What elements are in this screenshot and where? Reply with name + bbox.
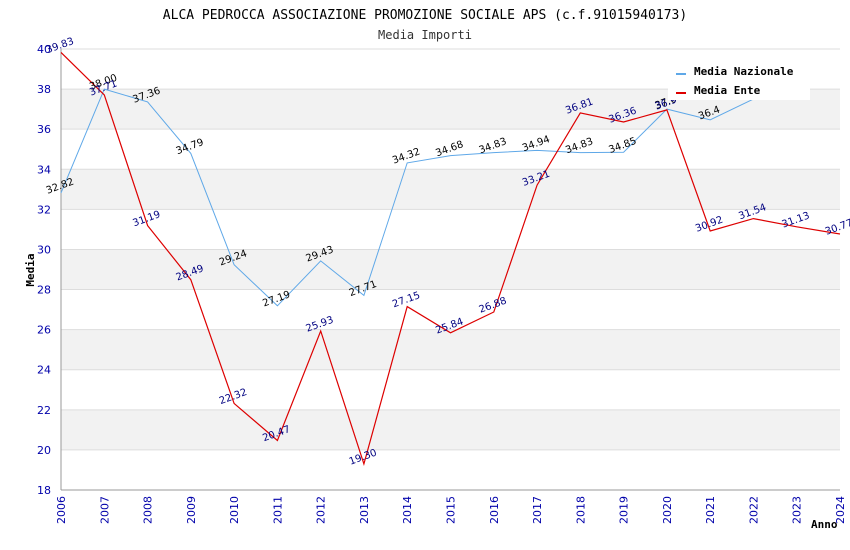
data-label: 34.83 (564, 136, 595, 156)
x-tick-label: 2009 (185, 496, 198, 524)
x-tick-label: 2010 (228, 496, 241, 524)
data-label: 27.15 (391, 290, 422, 310)
x-tick-label: 2016 (488, 496, 501, 524)
y-axis-label: Media (24, 253, 37, 286)
data-label: 34.32 (391, 146, 422, 166)
data-label: 34.83 (478, 136, 509, 156)
series-group (60, 51, 841, 466)
x-tick-label: 2015 (445, 496, 458, 524)
y-tick-label: 40 (37, 43, 51, 56)
y-axis-ticks: 18 20 22 24 26 28 30 32 34 36 38 40 (37, 43, 51, 497)
y-tick-label: 34 (37, 163, 51, 176)
x-tick-label: 2008 (142, 496, 155, 524)
grid-band (61, 249, 840, 290)
x-tick-label: 2006 (55, 496, 68, 524)
grid-band (61, 169, 840, 210)
x-tick-label: 2013 (358, 496, 371, 524)
legend-entry-label: Media Ente (694, 84, 761, 97)
y-tick-label: 30 (37, 243, 51, 256)
chart-subtitle: Media Importi (378, 28, 472, 42)
x-tick-label: 2017 (531, 496, 544, 524)
data-label: 34.85 (607, 136, 638, 156)
data-label: 31.19 (131, 209, 162, 229)
x-tick-label: 2022 (747, 496, 760, 524)
legend-box (668, 60, 810, 100)
x-tick-label: 2012 (315, 496, 328, 524)
x-axis-ticks: 2006 2007 2008 2009 2010 2011 2012 2013 2014 2015… (55, 496, 847, 524)
legend-entry-label: Media Nazionale (694, 65, 794, 78)
y-tick-label: 20 (37, 444, 51, 457)
data-label: 22.32 (218, 387, 249, 407)
x-tick-label: 2024 (834, 496, 847, 524)
x-tick-label: 2014 (401, 496, 414, 524)
data-label: 39.83 (45, 36, 76, 56)
data-label: 30.92 (694, 215, 725, 235)
y-tick-label: 24 (37, 364, 51, 377)
x-tick-label: 2018 (574, 496, 587, 524)
x-tick-label: 2021 (704, 496, 717, 524)
y-tick-label: 26 (37, 324, 51, 337)
legend: Media Nazionale Media Ente (668, 60, 810, 100)
x-tick-label: 2023 (791, 496, 804, 524)
axes (60, 49, 840, 491)
gridlines (61, 48, 840, 491)
x-tick-label: 2020 (661, 496, 674, 524)
data-label: 19.30 (348, 448, 379, 468)
y-tick-label: 28 (37, 284, 51, 297)
data-label: 34.68 (434, 139, 465, 159)
x-tick-label: 2007 (98, 496, 111, 524)
series-line-media-ente (60, 51, 841, 466)
grid-band (61, 409, 840, 450)
series-line-media-nazionale (60, 88, 754, 307)
y-tick-label: 32 (37, 203, 51, 216)
x-axis-label: Anno (811, 518, 838, 531)
chart-title: ALCA PEDROCCA ASSOCIAZIONE PROMOZIONE SO… (163, 8, 687, 23)
data-label: 30.77 (824, 218, 850, 238)
plot-background-bands (61, 89, 840, 450)
y-tick-label: 18 (37, 484, 51, 497)
data-label: 31.13 (781, 210, 812, 230)
y-tick-label: 38 (37, 83, 51, 96)
x-tick-label: 2011 (271, 496, 284, 524)
y-tick-label: 36 (37, 123, 51, 136)
x-tick-label: 2019 (618, 496, 631, 524)
data-label: 27.19 (261, 289, 292, 309)
y-tick-label: 22 (37, 404, 51, 417)
grid-band (61, 329, 840, 370)
